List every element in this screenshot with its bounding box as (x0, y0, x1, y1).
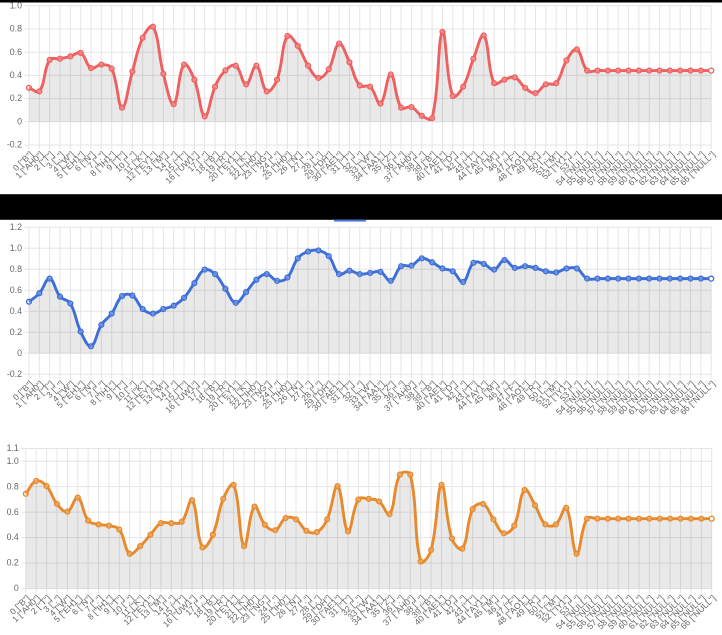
svg-text:0.4: 0.4 (10, 70, 22, 80)
svg-text:0.2: 0.2 (10, 327, 22, 337)
svg-text:-0.2: -0.2 (7, 140, 22, 150)
svg-text:1.0: 1.0 (10, 243, 22, 253)
svg-text:1.0: 1.0 (7, 456, 19, 466)
svg-text:0: 0 (17, 348, 22, 358)
svg-text:0.8: 0.8 (7, 481, 19, 491)
svg-text:0.2: 0.2 (7, 558, 19, 568)
svg-text:1.0: 1.0 (10, 0, 22, 10)
svg-text:1.2: 1.2 (10, 222, 22, 232)
svg-text:0.8: 0.8 (10, 24, 22, 34)
svg-text:0.4: 0.4 (7, 532, 19, 542)
svg-text:1.1: 1.1 (7, 443, 19, 453)
svg-text:0.6: 0.6 (10, 285, 22, 295)
svg-text:0: 0 (17, 116, 22, 126)
svg-text:0.4: 0.4 (10, 306, 22, 316)
svg-text:0.6: 0.6 (7, 507, 19, 517)
svg-text:0.2: 0.2 (10, 93, 22, 103)
svg-text:0.6: 0.6 (10, 47, 22, 57)
svg-text:0.8: 0.8 (10, 264, 22, 274)
svg-text:0: 0 (14, 583, 19, 593)
svg-text:-0.2: -0.2 (7, 369, 22, 379)
